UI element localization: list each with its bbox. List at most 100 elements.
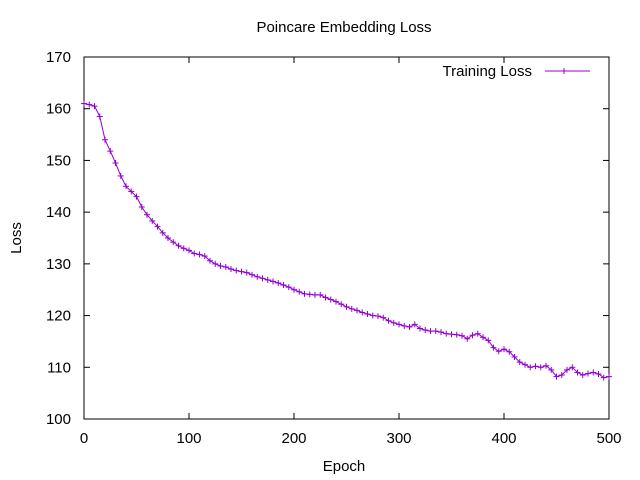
data-point [537,364,544,371]
data-point [527,364,534,371]
data-point [600,374,607,381]
y-tick-label: 110 [47,359,71,376]
plot-area [81,56,612,420]
data-point [501,346,507,353]
data-point [312,291,318,298]
data-point [291,286,297,293]
data-point [149,217,156,224]
y-tick-label: 160 [46,101,71,118]
data-point [144,211,150,218]
y-tick-label: 150 [46,152,71,169]
data-point [485,337,492,344]
x-tick-label: 300 [386,430,411,447]
y-tick-label: 130 [46,256,71,273]
data-point [406,323,413,330]
legend-marker-training-loss [561,68,567,74]
data-point [238,268,245,275]
x-axis-label: Epoch [323,458,366,475]
data-point [579,372,586,379]
data-point [254,273,261,280]
data-point [207,257,213,264]
data-point [469,332,476,339]
data-point [375,313,381,320]
data-point [595,371,602,378]
data-point [506,348,513,355]
data-point [543,362,549,369]
data-point [574,369,581,376]
x-tick-label: 100 [176,430,201,447]
data-point [390,319,397,326]
data-point [522,361,528,368]
data-point [453,331,460,338]
data-point [532,363,539,370]
data-point [180,245,187,252]
series-line [83,103,610,379]
data-point [217,262,224,269]
data-point [159,229,166,236]
data-point [154,223,161,230]
data-point [317,291,324,298]
data-point [264,276,271,283]
data-point [165,235,171,241]
data-point [396,321,402,328]
data-point [91,103,98,110]
data-point [417,325,423,332]
data-point [212,260,219,267]
data-point [385,317,392,324]
data-point [249,271,255,278]
x-axis-ticks: 0 100 200 300 400 500 [80,57,622,447]
data-point [443,330,450,337]
data-point [301,290,308,297]
data-point [490,344,497,351]
data-point [495,348,502,355]
data-point [606,373,612,380]
data-point [243,269,250,276]
data-point [480,334,486,341]
data-point [464,335,471,342]
data-point [564,366,570,373]
data-point [275,279,282,286]
data-point [438,329,444,336]
data-point [123,183,129,190]
data-point [196,251,203,258]
x-tick-label: 0 [80,430,88,447]
y-tick-label: 120 [46,308,71,325]
data-point [422,327,429,334]
data-point [348,305,355,312]
data-point [333,298,339,305]
data-point [270,278,276,285]
data-point [590,369,597,376]
data-point [86,101,93,108]
data-point [343,303,350,310]
data-point [474,330,481,337]
x-tick-label: 500 [596,430,621,447]
data-point [338,301,345,308]
y-tick-label: 140 [46,204,71,221]
data-point [117,172,124,179]
data-point [448,331,455,338]
data-point [322,294,329,301]
data-point [112,160,119,167]
data-point [128,188,135,195]
plot-frame [83,56,610,420]
series-layer [81,100,612,381]
data-point [285,284,292,291]
data-point [233,267,240,274]
data-point [280,282,287,289]
data-point [369,312,376,319]
data-point [306,291,313,298]
data-point [96,113,103,120]
data-point [354,307,360,314]
data-point [107,148,114,155]
y-tick-label: 100 [46,411,71,428]
data-point [81,100,87,107]
data-point [364,311,371,318]
data-point [191,250,198,257]
data-point [411,321,418,328]
data-point [548,366,555,373]
data-point [296,288,303,295]
data-point [259,275,266,282]
legend: Training Loss [443,63,590,80]
data-point [327,296,334,303]
